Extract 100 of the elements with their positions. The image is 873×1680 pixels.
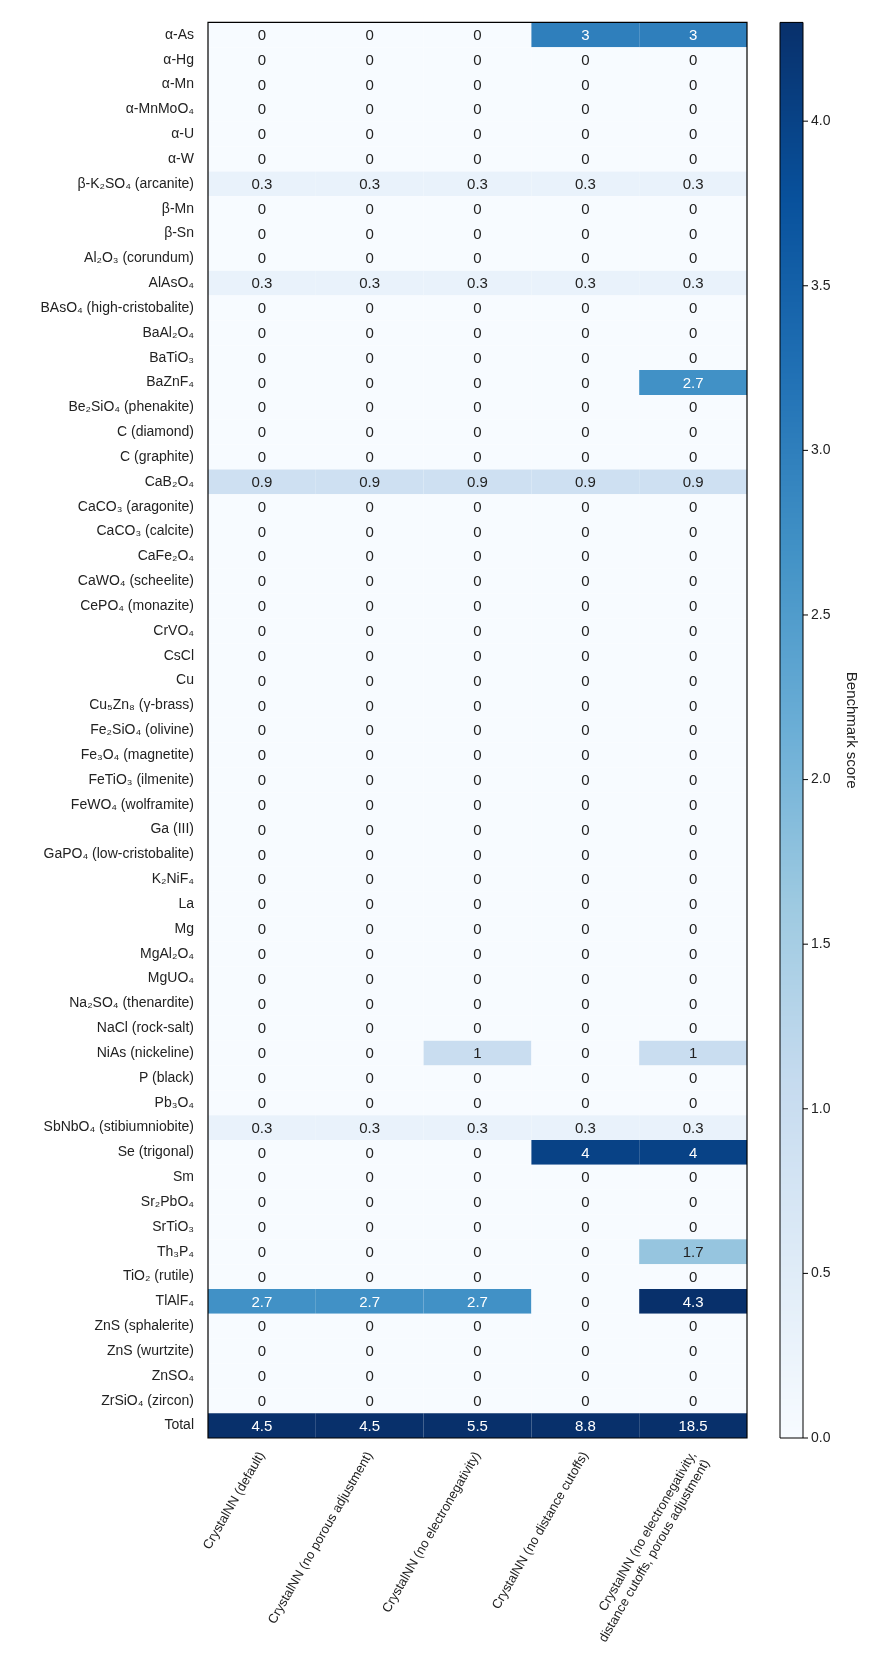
data-label: 0 [257, 771, 267, 789]
y-tick-label: Th₃P₄ [156, 1242, 195, 1259]
data-label: 0 [365, 845, 374, 863]
data-label: 0 [688, 100, 698, 118]
data-label: 0.3 [359, 174, 381, 192]
y-tick-label: α-MnMoO₄ [125, 100, 195, 117]
data-label: 0 [257, 25, 267, 43]
y-tick-label: K₂NiF₄ [151, 870, 195, 887]
data-label: 0 [688, 423, 698, 441]
data-label: 0 [365, 224, 374, 242]
data-label: 0 [365, 348, 374, 366]
data-label: 0 [473, 547, 482, 565]
data-label: 0 [257, 249, 267, 267]
data-label: 0 [365, 622, 374, 639]
data-label: 1 [473, 1044, 482, 1062]
data-label: 0 [688, 150, 698, 168]
y-tick-label: α-As [164, 25, 194, 42]
data-label: 0 [365, 373, 374, 391]
data-label: 0 [688, 1168, 698, 1186]
data-label: 0 [257, 1168, 267, 1186]
data-label: 0 [473, 969, 482, 987]
y-tick-label: β-Mn [161, 199, 194, 216]
data-label: 0 [581, 75, 590, 93]
data-label: 0 [365, 721, 374, 739]
data-label: 0 [365, 448, 374, 466]
data-label: 0 [473, 671, 482, 689]
data-label: 0 [473, 1267, 482, 1285]
data-label: 0.9 [574, 472, 596, 490]
y-tick-label: CaFe₂O₄ [137, 547, 195, 564]
y-tick-label: Pb₃O₄ [154, 1093, 195, 1110]
data-label: 0 [688, 1218, 698, 1236]
data-label: 0 [365, 1193, 374, 1211]
data-label: 0 [688, 299, 698, 317]
data-label: 0.3 [359, 274, 381, 292]
data-label: 0 [257, 572, 267, 590]
data-label: 0 [473, 323, 482, 341]
data-label: 0 [473, 944, 482, 962]
y-tick-label: β-Sn [164, 224, 194, 241]
data-label: 0 [581, 1367, 590, 1385]
data-label: 0 [581, 870, 590, 888]
data-label: 0 [365, 150, 374, 168]
data-label: 0 [473, 1367, 482, 1385]
y-tick-label: C (graphite) [120, 447, 194, 464]
data-label: 0 [581, 448, 590, 466]
data-label: 0 [688, 895, 698, 913]
data-label: 0 [257, 1044, 267, 1062]
data-label: 0 [581, 1193, 590, 1211]
data-label: 0 [257, 1069, 267, 1087]
data-label: 0 [257, 696, 267, 714]
data-label: 0 [688, 1317, 698, 1335]
color-bar-label: 1.0 [811, 1099, 831, 1116]
color-bar-title: Benchmark score [843, 671, 861, 789]
y-tick-label: Total [164, 1416, 194, 1433]
data-label: 0 [257, 746, 267, 764]
data-label: 0 [688, 547, 698, 565]
data-label: 0 [365, 1342, 374, 1360]
data-label: 0 [365, 870, 374, 888]
data-label: 0 [688, 920, 698, 938]
data-label: 0 [257, 721, 267, 739]
data-label: 0 [365, 771, 374, 789]
data-label: 0 [473, 100, 482, 118]
color-bar-label: 1.5 [811, 935, 831, 952]
data-label: 0 [473, 1143, 482, 1161]
data-label: 0 [257, 795, 267, 813]
y-tick-label: NaCl (rock-salt) [96, 1019, 194, 1036]
data-label: 0 [473, 75, 482, 93]
data-label: 0 [688, 348, 698, 366]
data-label: 0 [473, 572, 482, 590]
data-label: 0 [473, 125, 482, 143]
data-label: 0 [581, 721, 590, 739]
data-label: 0 [257, 448, 267, 466]
data-label: 0 [257, 622, 267, 639]
data-label: 0 [365, 1317, 374, 1335]
data-label: 0 [257, 920, 267, 938]
data-label: 0 [257, 1093, 267, 1111]
data-label: 0 [581, 572, 590, 590]
data-label: 0 [365, 423, 374, 441]
data-label: 0 [365, 994, 374, 1012]
data-label: 0 [581, 348, 590, 366]
data-label: 0 [581, 249, 590, 267]
data-label: 0 [688, 497, 698, 515]
data-label: 0 [688, 994, 698, 1012]
y-tick-label: β-K₂SO₄ (arcanite) [77, 174, 194, 191]
data-label: 0 [473, 1342, 482, 1360]
data-label: 0 [257, 1193, 267, 1211]
y-tick-label: CaCO₃ (aragonite) [77, 497, 194, 514]
data-label: 0 [257, 75, 267, 93]
data-label: 0 [257, 845, 267, 863]
y-tick-label: Cu [176, 671, 194, 688]
data-label: 0.3 [574, 174, 596, 192]
data-label: 0 [257, 224, 267, 242]
data-label: 0 [257, 597, 267, 615]
data-label: 0 [365, 895, 374, 913]
y-tick-label: CaCO₃ (calcite) [96, 522, 194, 539]
data-label: 0 [473, 795, 482, 813]
data-label: 5.5 [467, 1416, 488, 1434]
data-label: 0 [688, 522, 698, 540]
data-label: 2.7 [467, 1292, 488, 1310]
data-label: 0.3 [682, 174, 704, 192]
y-tick-label: AlAsO₄ [148, 274, 195, 291]
